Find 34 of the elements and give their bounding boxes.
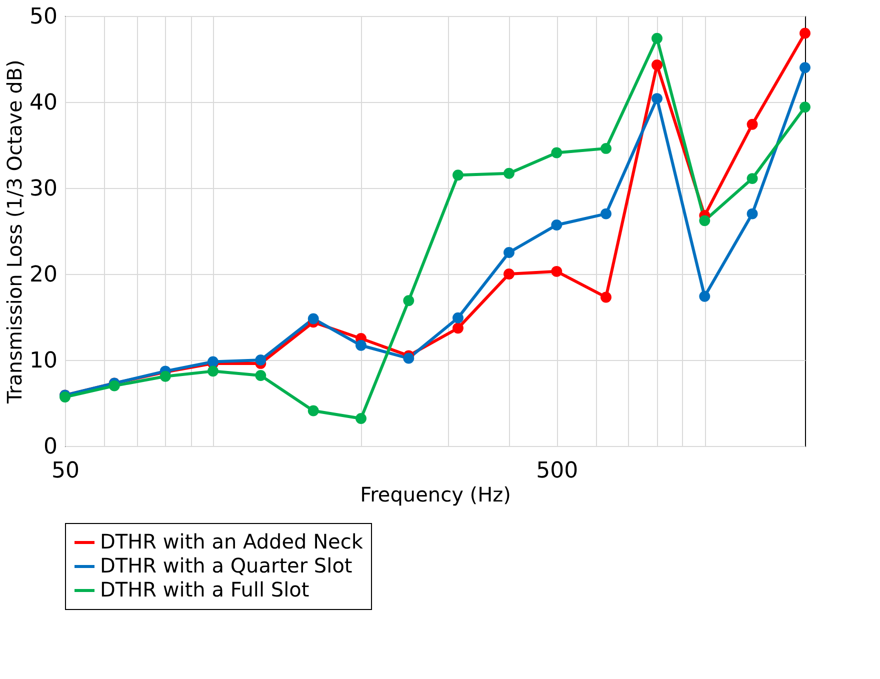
- point: [452, 170, 464, 181]
- point: [699, 215, 710, 226]
- point: [452, 312, 464, 324]
- point: [108, 380, 120, 392]
- point: [504, 268, 514, 280]
- point: [504, 168, 514, 179]
- y-axis-title: Transmission Loss (1/3 Octave dB): [2, 60, 27, 404]
- point: [255, 354, 266, 366]
- legend-label: DTHR with a Quarter Slot: [100, 554, 352, 578]
- point: [403, 352, 414, 364]
- y-tick-label: 20: [30, 262, 58, 288]
- point: [551, 266, 562, 277]
- point: [551, 220, 562, 230]
- y-tick-label: 50: [30, 4, 58, 30]
- x-axis-title: Frequency (Hz): [360, 482, 511, 506]
- point: [356, 413, 366, 424]
- point: [600, 292, 612, 303]
- point: [551, 147, 562, 158]
- point: [403, 295, 414, 306]
- point: [208, 366, 218, 377]
- point: [600, 208, 612, 220]
- point: [699, 290, 710, 302]
- y-tick-label: 30: [30, 176, 58, 202]
- y-tick-label: 40: [30, 90, 58, 116]
- y-tick-label: 10: [30, 348, 58, 374]
- x-tick-label: 500: [536, 458, 578, 484]
- point: [504, 247, 514, 258]
- legend-label: DTHR with an Added Neck: [100, 530, 364, 554]
- point: [255, 370, 266, 381]
- point: [600, 142, 612, 154]
- point: [356, 340, 366, 351]
- y-tick-label: 0: [44, 434, 58, 460]
- point: [452, 322, 464, 334]
- legend-label: DTHR with a Full Slot: [100, 578, 310, 602]
